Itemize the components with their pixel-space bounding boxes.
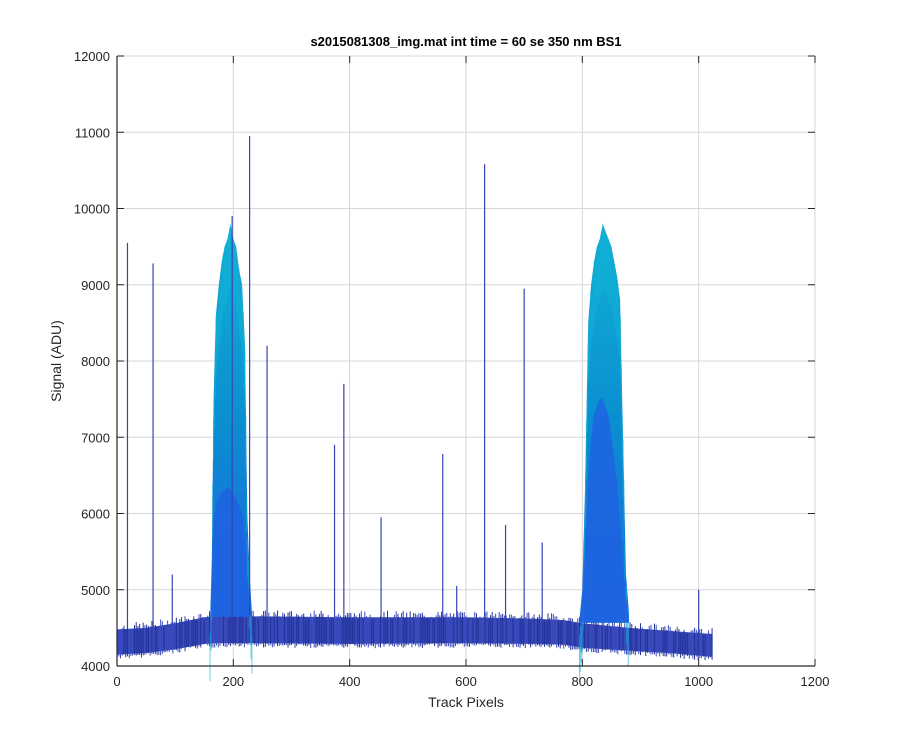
x-tick-label: 400	[339, 674, 361, 689]
x-tick-label: 1200	[801, 674, 830, 689]
y-tick-label: 7000	[81, 430, 110, 445]
y-tick-label: 10000	[74, 202, 110, 217]
x-tick-label: 600	[455, 674, 477, 689]
x-tick-label: 0	[113, 674, 120, 689]
x-tick-label: 200	[222, 674, 244, 689]
y-tick-label: 4000	[81, 659, 110, 674]
y-tick-label: 9000	[81, 278, 110, 293]
ticks: 0 200 400 600 800 1000 1200 4000 5000 6000 7000 800…	[74, 49, 830, 689]
x-tick-label: 1000	[684, 674, 713, 689]
y-tick-label: 12000	[74, 49, 110, 64]
y-tick-label: 6000	[81, 507, 110, 522]
y-tick-label: 11000	[75, 125, 110, 140]
peak-2-inner	[579, 399, 629, 623]
data-series	[116, 136, 713, 682]
y-tick-label: 8000	[81, 354, 110, 369]
x-axis-label: Track Pixels	[428, 694, 504, 710]
y-axis-label: Signal (ADU)	[48, 320, 64, 402]
y-tick-label: 5000	[81, 583, 110, 598]
chart-title: s2015081308_img.mat int time = 60 se 350…	[310, 34, 621, 49]
x-tick-label: 800	[571, 674, 593, 689]
peak-1-inner	[210, 486, 252, 621]
